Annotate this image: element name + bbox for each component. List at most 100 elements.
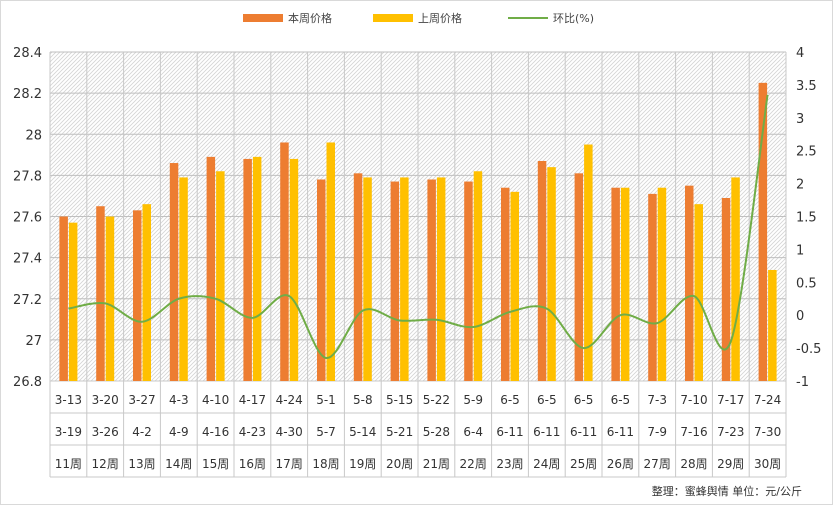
bar-this-week [206, 156, 216, 381]
bar-this-week [685, 185, 694, 381]
category-label: 28周 [680, 457, 707, 471]
category-label: 18周 [312, 457, 339, 471]
footer-note: 整理：蜜蜂舆情 单位：元/公斤 [652, 484, 802, 498]
right-axis-tick: 1 [796, 243, 804, 258]
bar-last-week [657, 187, 667, 381]
bar-last-week [216, 171, 225, 381]
bar-last-week [731, 177, 740, 381]
category-label: 3-13 [55, 393, 82, 407]
category-label: 4-23 [239, 425, 266, 439]
category-label: 7-16 [680, 425, 707, 439]
category-label: 7-10 [680, 393, 707, 407]
legend-swatch [243, 14, 283, 22]
bar-last-week [436, 177, 446, 381]
category-label: 11周 [55, 457, 82, 471]
category-label: 6-5 [500, 393, 520, 407]
bar-this-week [133, 210, 142, 381]
right-axis-tick: 2 [796, 178, 804, 193]
category-label: 21周 [423, 457, 450, 471]
category-label: 6-11 [496, 425, 523, 439]
left-axis-tick: 27.6 [13, 211, 42, 226]
bar-last-week [547, 167, 556, 381]
bar-last-week [252, 156, 262, 381]
category-label: 14周 [165, 457, 192, 471]
category-label: 3-26 [92, 425, 119, 439]
right-axis-tick: -1 [796, 375, 809, 390]
category-label: 6-5 [611, 393, 631, 407]
category-label: 23周 [496, 457, 523, 471]
bar-last-week [105, 216, 115, 381]
left-axis-tick: 26.8 [13, 375, 42, 390]
category-label: 12周 [92, 457, 119, 471]
category-label: 4-17 [239, 393, 266, 407]
category-label: 4-10 [202, 393, 229, 407]
bar-this-week [721, 197, 731, 381]
bar-last-week [768, 269, 777, 381]
category-label: 5-28 [423, 425, 450, 439]
category-label: 5-15 [386, 393, 413, 407]
bar-last-week [179, 177, 188, 381]
category-label: 5-8 [353, 393, 373, 407]
bar-last-week [473, 171, 483, 381]
left-axis-tick: 27.2 [13, 293, 42, 308]
category-label: 6-5 [537, 393, 557, 407]
bar-last-week [584, 144, 593, 381]
category-label: 5-1 [316, 393, 336, 407]
category-label: 13周 [128, 457, 155, 471]
category-label: 22周 [460, 457, 487, 471]
category-label: 4-2 [132, 425, 152, 439]
right-axis-tick: 0 [796, 309, 804, 324]
category-label: 5-22 [423, 393, 450, 407]
category-label: 3-19 [55, 425, 82, 439]
right-axis-tick: -0.5 [796, 342, 821, 357]
bar-this-week [427, 179, 436, 381]
category-label: 5-21 [386, 425, 413, 439]
bar-this-week [353, 173, 363, 381]
category-label: 7-17 [717, 393, 744, 407]
bar-last-week [363, 177, 372, 381]
right-axis-tick: 3 [796, 112, 804, 127]
bar-this-week [574, 173, 584, 381]
left-axis-tick: 27.4 [13, 252, 42, 267]
right-axis-tick: 1.5 [796, 211, 817, 226]
category-label: 29周 [717, 457, 744, 471]
legend-swatch [373, 14, 413, 22]
right-axis-tick: 0.5 [796, 276, 817, 291]
bar-this-week [96, 206, 105, 381]
category-label: 25周 [570, 457, 597, 471]
category-label: 4-16 [202, 425, 229, 439]
category-label: 4-24 [276, 393, 303, 407]
category-label: 5-9 [463, 393, 483, 407]
bar-this-week [758, 82, 768, 381]
legend-label: 本周价格 [288, 11, 332, 25]
category-label: 7-24 [754, 393, 781, 407]
bar-last-week [68, 222, 78, 381]
category-label: 3-27 [128, 393, 155, 407]
category-label: 6-11 [607, 425, 634, 439]
bar-this-week [464, 181, 473, 381]
left-axis-tick: 28.4 [13, 46, 42, 61]
category-label: 19周 [349, 457, 376, 471]
bar-this-week [648, 193, 657, 381]
category-label: 24周 [533, 457, 560, 471]
category-label: 26周 [607, 457, 634, 471]
left-axis-tick: 28 [25, 128, 42, 143]
line-mom-change [68, 94, 769, 359]
category-label: 7-23 [717, 425, 744, 439]
left-axis-tick: 27.8 [13, 169, 42, 184]
category-label: 6-4 [463, 425, 483, 439]
bar-last-week [510, 191, 519, 381]
category-label: 6-11 [570, 425, 597, 439]
category-label: 3-20 [92, 393, 119, 407]
bar-this-week [317, 179, 326, 381]
category-label: 6-11 [533, 425, 560, 439]
bar-last-week [620, 187, 630, 381]
bar-last-week [694, 204, 703, 381]
bar-this-week [280, 142, 289, 381]
right-axis-tick: 3.5 [796, 79, 817, 94]
bar-last-week [289, 158, 299, 381]
category-label: 4-30 [276, 425, 303, 439]
bar-this-week [611, 187, 620, 381]
bar-last-week [326, 142, 335, 381]
